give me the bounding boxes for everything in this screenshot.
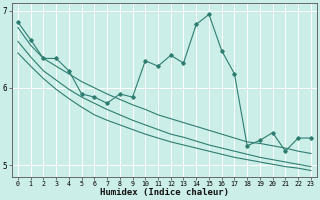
X-axis label: Humidex (Indice chaleur): Humidex (Indice chaleur) (100, 188, 229, 197)
